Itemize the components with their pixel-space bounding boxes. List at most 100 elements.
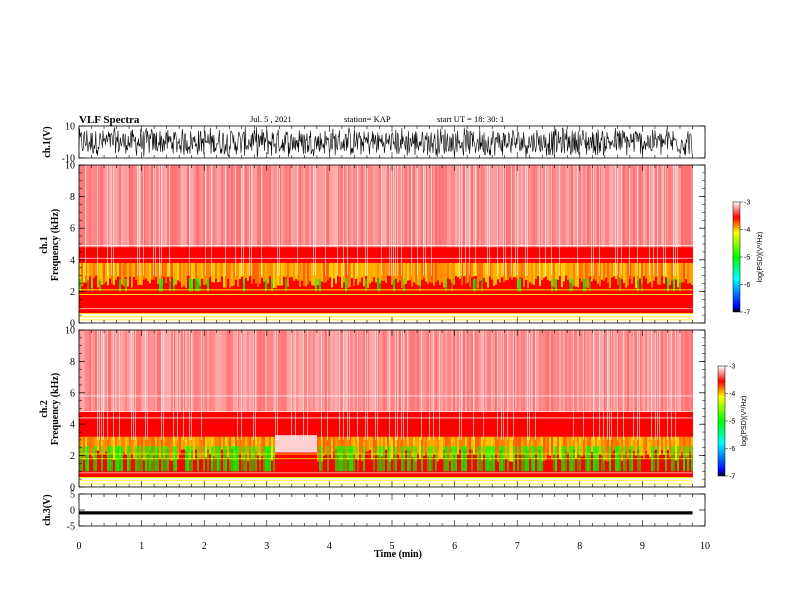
ch1-spectrogram-mid-band <box>227 262 229 279</box>
ch2-spectrogram-upper-column <box>529 330 531 412</box>
ch1-spectrogram-upper-column <box>489 165 491 248</box>
ch1-spectrogram-mid-band <box>425 262 427 282</box>
ch2-spectrogram-upper-column <box>169 330 171 412</box>
ch1-spectrogram-mid-band <box>635 262 637 289</box>
ch2-spectrogram-mid-band <box>469 436 471 450</box>
ch2-spectrogram-mid-band <box>543 436 545 462</box>
ch1-spectrogram-upper-column <box>597 165 599 248</box>
ch2-spectrogram-upper-column <box>419 330 421 412</box>
ch1-spectrogram-upper-column <box>191 165 193 248</box>
ch2-spectrogram-mid-band <box>101 436 103 454</box>
ch1-spectrogram-lower-column <box>179 247 181 314</box>
ch1-spectrogram-lower-column <box>497 247 499 314</box>
ch2-spectrogram-gap <box>315 435 317 453</box>
ch1-spectrogram-mid-band <box>313 262 315 286</box>
ch1-spectrogram-upper-column <box>219 165 221 248</box>
ch1-spectrogram-mid-band <box>449 262 451 280</box>
ch1-spectrogram-mid-band <box>219 262 221 282</box>
ch1-spectrogram-upper-column <box>433 165 435 248</box>
ch1-spectrogram-mid-band <box>459 262 461 279</box>
ch2-spectrogram-upper-column <box>251 330 253 412</box>
ch1-spectrogram-upper-column <box>329 165 331 248</box>
ch2-spectrogram-mid-band <box>109 436 111 454</box>
ch2-spectrogram-lower-column <box>365 411 367 478</box>
ch1-spectrogram-lower-column <box>585 247 587 314</box>
ch2-spectrogram-upper-column <box>631 330 633 412</box>
ch1-spectrogram-lower-column <box>415 247 417 314</box>
ch2-spectrogram-lower-column <box>679 411 681 478</box>
ch2-spectrogram-upper-column <box>531 330 533 412</box>
ch2-spectrogram-mid-band <box>407 436 409 450</box>
ch1-spectrogram-upper-column <box>155 165 157 248</box>
ch2-spectrogram-upper-column <box>379 330 381 412</box>
ch2-spectrogram-mid-band <box>261 436 263 457</box>
ch1-spectrogram-lower-column <box>383 247 385 314</box>
ch1-spectrogram-upper-column <box>121 165 123 248</box>
ch1-spectrogram-mid-band <box>329 262 331 278</box>
ch2-spectrogram-lower-column <box>551 411 553 478</box>
ch1-spectrogram-mid-band <box>169 262 171 282</box>
ch2-spectrogram-stripe <box>377 330 378 440</box>
ch2-spectrogram-mid-band <box>161 436 163 453</box>
ch2-spectrogram-stripe <box>421 330 422 440</box>
ch1-spectrogram-upper-column <box>221 165 223 248</box>
ch2-spectrogram-mid-band <box>271 436 273 461</box>
ch1-spectrogram-mid-band <box>595 262 597 281</box>
ch1-spectrogram-mid-band <box>149 262 151 284</box>
ch2-spectrogram-mid-band <box>607 436 609 462</box>
ch2-spectrogram-mid-band <box>499 436 501 451</box>
ch2-spectrogram-mid-band <box>539 436 541 451</box>
ch2-spectrogram-mid-band <box>441 436 443 459</box>
ch1-spectrogram-mid-band <box>471 262 473 278</box>
ch2-spectrogram-mid-band <box>107 436 109 452</box>
ch2-spectrogram-mid-band <box>159 436 161 459</box>
ch1-spectrogram-upper-column <box>351 165 353 248</box>
ch1-spectrogram-mid-band <box>333 262 335 279</box>
ch1-spectrogram-mid-band <box>101 262 103 285</box>
ch2-spectrogram-mid-band <box>375 436 377 456</box>
ch1-spectrogram-lower-column <box>645 247 647 314</box>
ch1-spectrogram-mid-band <box>393 262 395 280</box>
ch1-spectrogram-upper-column <box>649 165 651 248</box>
ch1-spectrogram-upper-column <box>621 165 623 248</box>
ch2-spectrogram-upper-column <box>645 330 647 412</box>
ch1-spectrogram-upper-column <box>305 165 307 248</box>
ch2-spectrogram-upper-column <box>135 330 137 412</box>
ch1-spectrogram-mid-band <box>175 262 177 285</box>
ch2-spectrogram-lower-column <box>151 411 153 478</box>
ch1-spectrogram-upper-column <box>277 165 279 248</box>
ch2-spectrogram-mid-band <box>103 436 105 455</box>
ch1-spectrogram-upper-column <box>105 165 107 248</box>
ch2-spectrogram-upper-column <box>397 330 399 412</box>
ch1-spectrogram-mid-band <box>679 262 681 283</box>
ch2-spectrogram-mid-band <box>667 436 669 451</box>
ch1-spectrogram-mid-band <box>105 262 107 282</box>
ch1-spectrogram-mid-band <box>209 262 211 278</box>
ch1-spectrogram-mid-band <box>513 262 515 278</box>
ch2-spectrogram-lower-column <box>147 411 149 478</box>
ch1-spectrogram-upper-column <box>589 165 591 248</box>
ch1-spectrogram-high-psd <box>551 278 553 292</box>
ch2-spectrogram-upper-column <box>275 330 277 412</box>
ch2-spectrogram-mid-band <box>351 436 353 451</box>
ch1-spectrogram-upper-column <box>233 165 235 248</box>
ch2-spectrogram-upper-column <box>539 330 541 412</box>
ch2-spectrogram-upper-column <box>551 330 553 412</box>
ch2-spectrogram-mid-band <box>215 436 217 458</box>
ch2-spectrogram-mid-band <box>613 436 615 451</box>
ch1-spectrogram-lower-column <box>337 247 339 314</box>
ch1-spectrogram-upper-column <box>555 165 557 248</box>
ch2-spectrogram-upper-column <box>671 330 673 412</box>
ch2-spectrogram-upper-column <box>499 330 501 412</box>
ch2-spectrogram-stripe <box>407 330 408 440</box>
ch1-spectrogram-upper-column <box>337 165 339 248</box>
ch2-spectrogram-stripe <box>461 330 462 440</box>
ch2-spectrogram-upper-column <box>165 330 167 412</box>
ch2-spectrogram-upper-column <box>557 330 559 412</box>
ch2-spectrogram-gap <box>313 435 315 453</box>
ch1-spectrogram-upper-column <box>323 165 325 248</box>
ch2-spectrogram-upper-column <box>435 330 437 412</box>
ch2-spectrogram-upper-column <box>617 330 619 412</box>
ch2-spectrogram-upper-column <box>371 330 373 412</box>
ch2-spectrogram-stripe <box>101 330 102 440</box>
